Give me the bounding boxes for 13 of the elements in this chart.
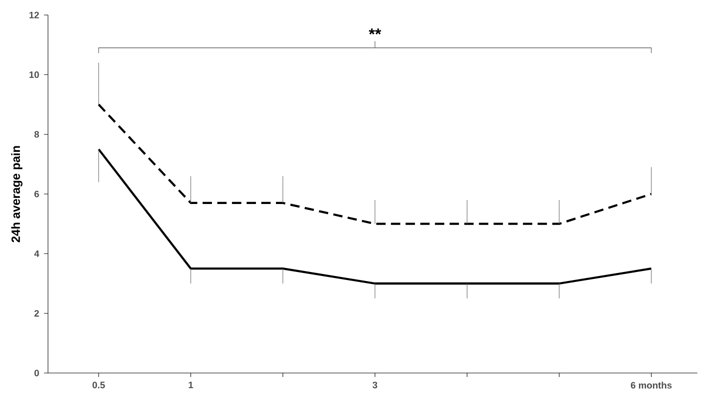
y-tick-label: 8 <box>34 131 39 138</box>
y-tick-label: 10 <box>29 71 39 78</box>
y-tick-label: 0 <box>34 370 39 376</box>
x-tick-label: 0.5 <box>92 382 105 388</box>
annotation: ** <box>368 28 382 34</box>
y-tick-label: 6 <box>34 190 39 198</box>
x-tick-label: 1 <box>188 382 194 388</box>
y-tick-label: 2 <box>34 310 39 317</box>
y-axis-title: 24h average pain <box>11 146 22 242</box>
y-tick-label: 12 <box>29 12 39 18</box>
x-tick-label: 6 months <box>630 382 672 389</box>
y-tick-label: 4 <box>34 250 40 257</box>
x-tick-label: 3 <box>372 382 378 388</box>
